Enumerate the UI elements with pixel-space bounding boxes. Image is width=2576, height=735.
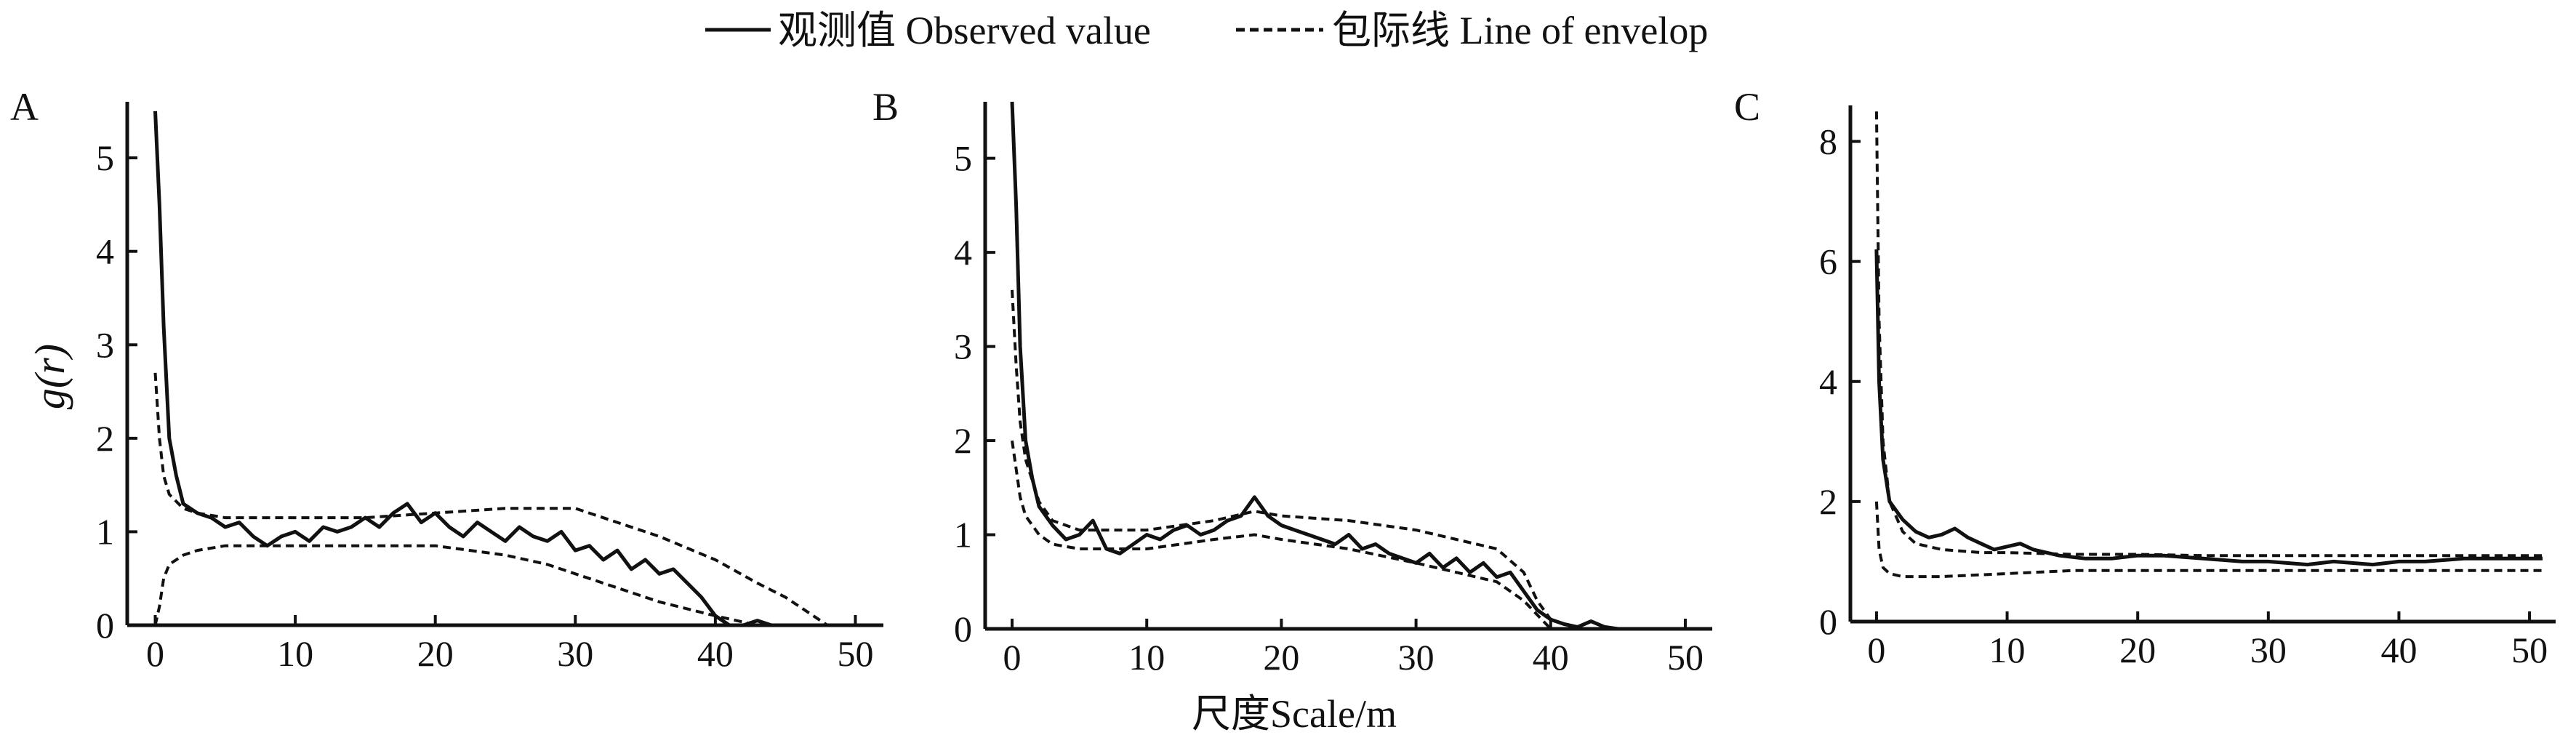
legend: 观测值 Observed value 包际线 Line of envelop [705,9,1708,52]
panel-b-x-tick-label: 30 [1398,637,1435,678]
panel-b-series-envelope-2 [1011,440,1552,630]
panel-b-x-tick-label: 10 [1128,637,1165,678]
panel-a-x-tick-label: 30 [557,633,593,674]
panel-b-x-tick-label: 20 [1263,637,1299,678]
panel-b-x-tick-label: 50 [1667,637,1704,678]
panel-c-letter: C [1734,85,1760,129]
panel-c-x-tick-label: 40 [2380,630,2417,670]
panel-c-x-tick-label: 30 [2250,630,2287,670]
panel-b-y-tick-label: 1 [954,515,972,555]
legend-label-observed: 观测值 Observed value [778,9,1151,52]
panel-c-series-envelope-1 [1874,111,2543,558]
panel-a-x-tick-label: 20 [417,633,454,674]
panel-c-y-tick-label: 2 [1819,481,1837,522]
panel-c-series-envelope-2 [1874,501,2543,579]
panel-c-y-tick-label: 0 [1819,601,1837,642]
panel-b-series-envelope-1 [1011,289,1578,630]
panel-b-y-tick-label: 3 [954,326,972,367]
panel-c-x-tick-label: 50 [2511,630,2548,670]
panel-a-series-observed [153,111,772,627]
panel-c: C 0 10 20 30 40 50 0 2 4 6 8 [1734,85,2556,670]
panel-a-x-tick-label: 40 [697,633,734,674]
panel-a-y-tick-label: 5 [96,137,114,178]
panel-b: B 0 10 20 30 40 50 0 1 2 3 4 5 [872,85,1712,678]
panel-b-x-tick-label: 0 [1003,637,1022,678]
panel-c-x-tick-label: 10 [1989,630,2026,670]
panel-a-series-envelope-1 [153,372,829,627]
panel-c-x-tick-label: 0 [1867,630,1885,670]
y-axis-title: g(r) [26,344,73,409]
panel-a-y-tick-label: 2 [96,418,114,459]
panel-a: A 0 10 20 30 40 50 0 1 2 3 4 5 [10,85,883,674]
panel-b-y-tick-label: 0 [954,609,972,649]
panel-a-y-tick-label: 0 [96,605,114,646]
panel-b-letter: B [872,85,899,129]
panel-a-y-tick-label: 1 [96,511,114,552]
panel-b-x-tick-label: 40 [1533,637,1569,678]
panel-a-x-tick-label: 50 [837,633,873,674]
panel-b-y-tick-label: 4 [954,232,972,273]
panel-b-series-observed [1010,101,1658,631]
panel-b-y-tick-label: 5 [954,138,972,179]
panel-c-y-tick-label: 8 [1819,121,1837,162]
panel-c-y-tick-label: 6 [1819,241,1837,282]
panel-a-y-tick-label: 3 [96,324,114,365]
panel-b-y-tick-label: 2 [954,420,972,461]
panel-a-series-envelope-2 [153,544,758,627]
panel-a-y-tick-label: 4 [96,231,114,272]
panel-c-y-tick-label: 4 [1819,361,1837,402]
panel-c-series-observed [1874,249,2543,567]
legend-label-envelope: 包际线 Line of envelop [1332,9,1708,52]
panel-a-letter: A [10,85,39,129]
panel-c-x-tick-label: 20 [2119,630,2156,670]
x-axis-title: 尺度Scale/m [1192,692,1397,735]
panel-a-x-tick-label: 0 [146,633,164,674]
panel-a-x-tick-label: 10 [277,633,313,674]
